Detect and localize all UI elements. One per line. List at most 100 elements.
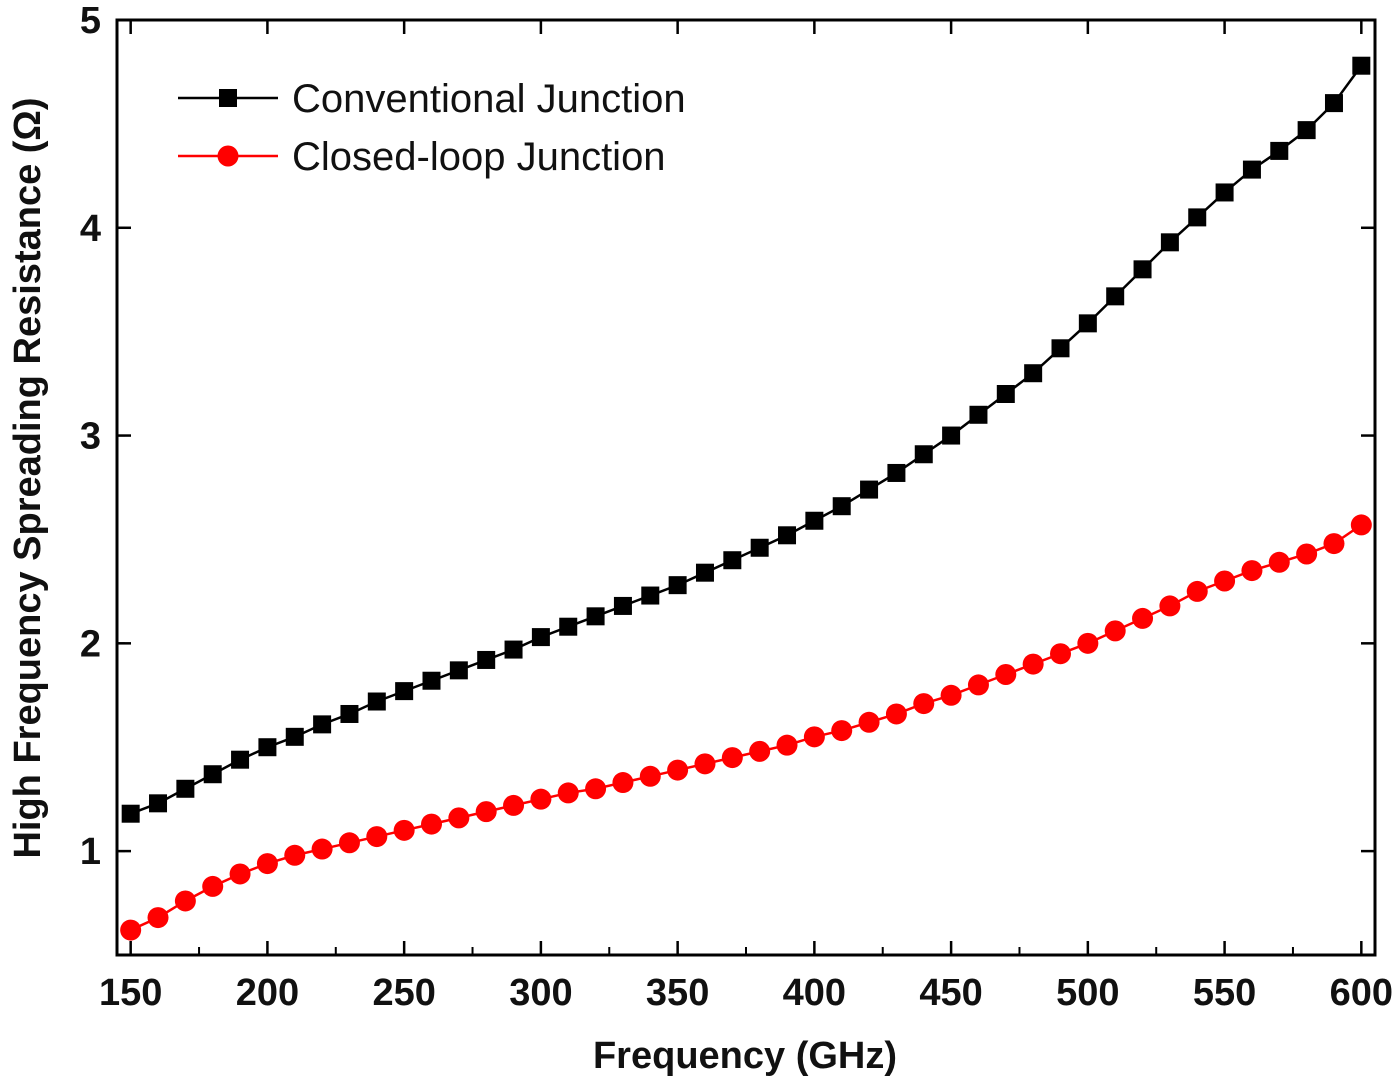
data-point	[694, 753, 716, 775]
data-point	[969, 405, 988, 424]
data-point	[885, 703, 907, 725]
data-point	[393, 819, 415, 841]
data-point	[612, 772, 634, 794]
data-point	[340, 704, 359, 723]
data-point	[585, 778, 607, 800]
data-point	[1270, 141, 1289, 160]
legend-item-closed-loop-junction: Closed-loop Junction	[178, 135, 666, 179]
data-point	[258, 738, 277, 757]
data-point	[803, 726, 825, 748]
data-point	[395, 682, 414, 701]
data-point	[448, 807, 470, 829]
data-point	[504, 640, 523, 659]
data-point	[202, 875, 224, 897]
data-point	[942, 426, 961, 445]
data-point	[776, 734, 798, 756]
data-point	[1215, 183, 1234, 202]
data-point	[996, 385, 1015, 403]
data-point	[421, 813, 442, 835]
data-point	[366, 826, 388, 848]
data-point	[995, 664, 1017, 685]
data-point	[477, 650, 496, 669]
data-point	[749, 740, 771, 762]
data-point	[1133, 260, 1152, 279]
data-point	[176, 779, 195, 798]
data-point	[1078, 314, 1097, 333]
data-point	[313, 715, 332, 734]
data-point	[667, 759, 689, 781]
x-tick-label: 400	[783, 972, 846, 1014]
data-point	[149, 794, 168, 813]
data-point	[639, 765, 661, 787]
data-point	[860, 480, 879, 499]
data-point	[1188, 208, 1207, 227]
data-point	[940, 684, 962, 706]
data-point	[1132, 607, 1154, 629]
data-point	[641, 586, 660, 605]
data-point	[1051, 339, 1070, 358]
axes: 150 200 250 300 350 400 450 500 550 600 1 2 3 4 5	[80, 0, 1393, 1014]
data-point	[586, 607, 605, 626]
y-tick-label: 1	[80, 831, 101, 873]
x-tick-label: 450	[919, 972, 982, 1014]
x-tick-label: 600	[1330, 972, 1393, 1014]
data-point	[503, 794, 525, 816]
data-point	[1323, 533, 1345, 555]
data-point	[1352, 56, 1371, 75]
data-point	[531, 628, 550, 647]
x-axis-title: Frequency (GHz)	[593, 1035, 897, 1077]
legend-label: Closed-loop Junction	[292, 135, 666, 179]
data-point	[475, 801, 497, 823]
data-point	[1296, 543, 1318, 565]
data-point	[285, 727, 304, 746]
series-line	[130, 523, 1363, 932]
data-point	[559, 617, 578, 636]
data-point	[1241, 560, 1263, 582]
data-point	[530, 788, 552, 810]
data-point	[1186, 580, 1208, 602]
x-tick-label: 350	[646, 972, 709, 1014]
data-point	[778, 526, 797, 545]
y-tick-label: 3	[80, 416, 101, 458]
legend-marker	[217, 145, 239, 167]
series-conventional-junction	[121, 56, 1371, 823]
x-tick-label: 200	[236, 972, 299, 1014]
legend-marker	[219, 89, 237, 107]
data-point	[174, 890, 196, 912]
data-point	[367, 692, 386, 711]
data-point	[750, 538, 769, 557]
data-point	[203, 765, 222, 784]
data-point	[668, 576, 687, 595]
data-point	[858, 711, 880, 733]
data-point	[1214, 570, 1236, 592]
data-point	[613, 596, 632, 615]
y-tick-label: 2	[80, 623, 101, 665]
data-point	[1160, 233, 1179, 252]
x-tick-label: 550	[1193, 972, 1256, 1014]
x-tick-label: 500	[1056, 972, 1119, 1014]
x-tick-label: 150	[99, 972, 162, 1014]
data-point	[1242, 160, 1261, 179]
x-tick-label: 300	[509, 972, 572, 1014]
data-point	[311, 838, 333, 860]
data-point	[695, 563, 714, 582]
data-point	[1106, 287, 1125, 306]
y-tick-label: 5	[80, 0, 101, 42]
data-point	[1077, 632, 1099, 654]
data-point	[805, 511, 824, 530]
data-point	[120, 919, 142, 941]
data-point	[1159, 595, 1181, 617]
data-point	[1268, 551, 1290, 573]
data-point	[1350, 514, 1372, 536]
series-line	[130, 64, 1363, 815]
data-point	[557, 782, 579, 804]
data-point	[284, 844, 306, 866]
data-point	[231, 750, 250, 769]
legend-label: Conventional Junction	[292, 77, 686, 121]
y-tick-label: 4	[80, 208, 101, 250]
y-axis-title: High Frequency Spreading Resistance (Ω)	[7, 97, 49, 858]
series-closed-loop-junction	[120, 514, 1372, 941]
data-point	[1297, 121, 1316, 140]
